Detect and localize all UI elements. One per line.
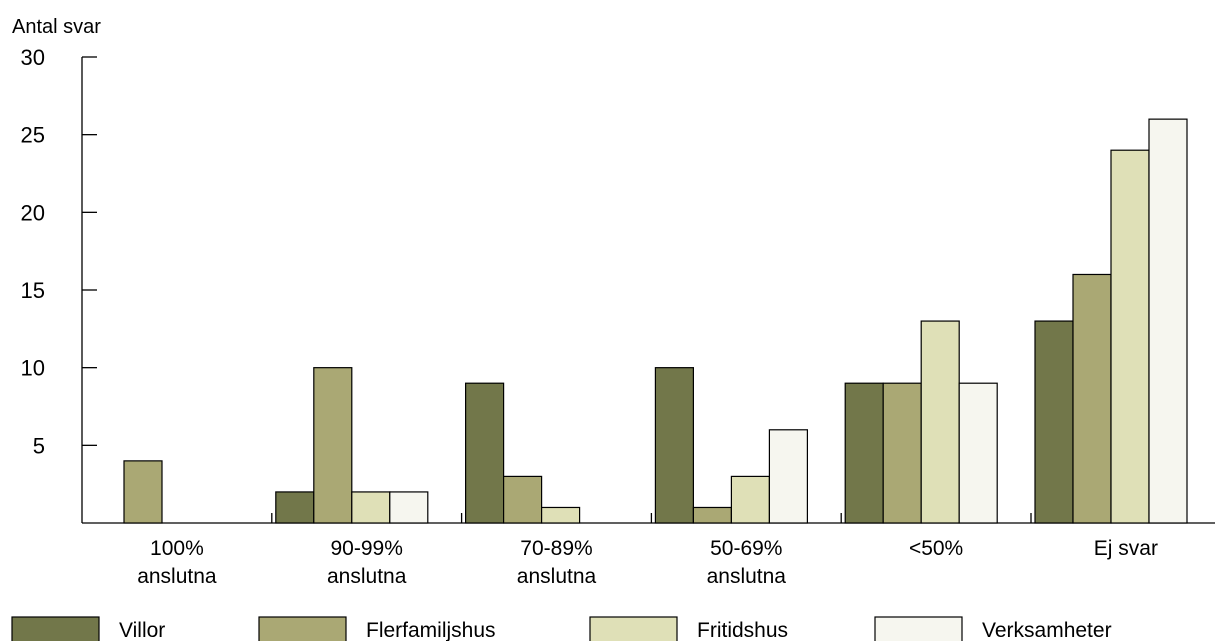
y-tick-label: 10	[21, 356, 45, 381]
bar-flerfamiljshus-1	[313, 367, 353, 524]
legend-label-fritidshus: Fritidshus	[697, 619, 788, 641]
legend-label-flerfamiljshus: Flerfamiljshus	[366, 619, 496, 641]
bar-flerfamiljshus-3	[692, 506, 733, 524]
legend: Villor Flerfamiljshus Fritidshus Verksamhet…	[11, 616, 1112, 641]
x-tick-label: anslutna	[517, 565, 597, 588]
bar-fritidshus-3	[730, 475, 771, 524]
legend-swatch-flerfamiljshus	[258, 616, 347, 641]
bars	[123, 118, 1188, 524]
x-tick-label: <50%	[909, 537, 963, 560]
x-tick-label: 90-99%	[331, 537, 403, 560]
x-axis	[82, 513, 1215, 524]
bar-villor-4	[844, 382, 884, 524]
legend-label-villor: Villor	[119, 619, 165, 641]
bar-fritidshus-5	[1110, 149, 1150, 524]
y-tick-label: 30	[21, 45, 45, 70]
x-labels: 100% anslutna 90-99% anslutna 70-89% anslutna…	[137, 537, 1158, 588]
x-tick-label: 70-89%	[520, 537, 592, 560]
legend-label-verksamheter: Verksamheter	[982, 619, 1112, 641]
bar-flerfamiljshus-2	[503, 475, 543, 524]
y-tick-label: 15	[21, 278, 45, 303]
legend-swatch-villor	[11, 616, 100, 641]
bar-fritidshus-4	[920, 320, 960, 524]
bar-verksamheter-5	[1148, 118, 1188, 524]
legend-swatch-fritidshus	[589, 616, 678, 641]
y-tick-label: 20	[21, 200, 45, 225]
bar-fritidshus-1	[351, 491, 391, 524]
bar-fritidshus-2	[540, 506, 581, 524]
bar-flerfamiljshus-4	[882, 382, 922, 524]
bar-villor-2	[465, 382, 505, 524]
bar-verksamheter-1	[389, 491, 429, 524]
bar-flerfamiljshus-0	[123, 460, 163, 524]
y-axis: 5 10 15 20 25 30	[21, 45, 97, 523]
y-tick-label: 25	[21, 123, 45, 148]
x-tick-label: 100%	[150, 537, 204, 560]
x-tick-label: Ej svar	[1094, 537, 1158, 560]
x-tick-label: anslutna	[327, 565, 407, 588]
bar-villor-1	[275, 491, 315, 524]
x-tick-label: anslutna	[707, 565, 787, 588]
bar-flerfamiljshus-5	[1072, 273, 1112, 524]
x-tick-label: 50-69%	[710, 537, 782, 560]
bar-villor-3	[654, 367, 695, 524]
bar-verksamheter-4	[958, 382, 998, 524]
y-axis-title: Antal svar	[12, 16, 101, 38]
legend-swatch-verksamheter	[874, 616, 963, 641]
bar-villor-5	[1034, 320, 1074, 524]
x-tick-label: anslutna	[137, 565, 217, 588]
bar-verksamheter-3	[768, 429, 809, 524]
y-tick-label: 5	[33, 433, 45, 458]
